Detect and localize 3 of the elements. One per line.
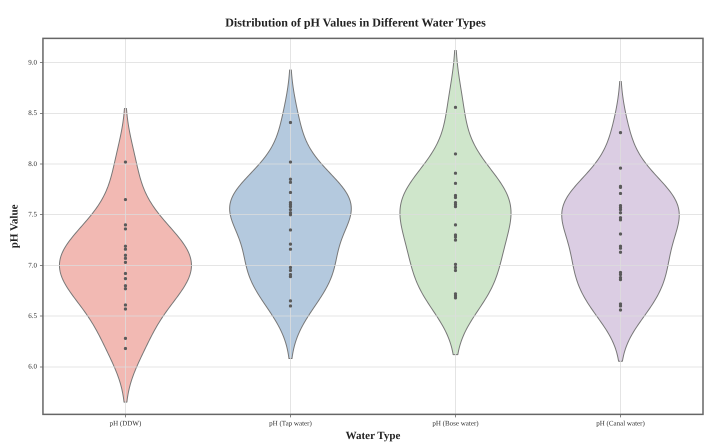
chart-title: Distribution of pH Values in Different Water Types — [225, 15, 486, 30]
y-axis-title: pH Value — [8, 204, 20, 248]
x-axis-title: Water Type — [346, 430, 400, 442]
